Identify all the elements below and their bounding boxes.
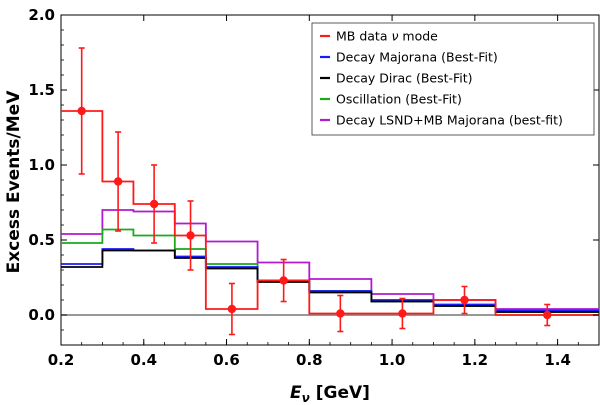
data-point-7 bbox=[398, 309, 407, 318]
y-tick-label-0: 0.0 bbox=[28, 306, 55, 324]
x-axis-title: Eν [GeV] bbox=[290, 383, 370, 405]
data-points-layer bbox=[77, 47, 552, 336]
x-axis-unit: [GeV] bbox=[316, 383, 370, 403]
series-histogram-1 bbox=[61, 228, 599, 313]
y-axis-title: Excess Events/MeV bbox=[4, 90, 24, 274]
ticks-layer: 0.2 0.4 0.6 0.8 1.0 1.2 1.4 0.0 0.5 1.0 1.5 2.0 bbox=[28, 6, 600, 369]
data-point-9 bbox=[543, 310, 552, 320]
x-tick-label-3: 0.8 bbox=[296, 351, 323, 369]
data-point-6 bbox=[336, 309, 345, 318]
x-axis-subscript: ν bbox=[302, 391, 310, 405]
series-histogram-0 bbox=[61, 209, 599, 310]
legend-box bbox=[311, 22, 595, 136]
x-tick-label-5: 1.2 bbox=[462, 351, 489, 369]
y-tick-label-4: 2.0 bbox=[28, 6, 55, 24]
x-tick-label-0: 0.2 bbox=[48, 351, 75, 369]
y-tick-label-2: 1.0 bbox=[28, 156, 55, 174]
x-tick-label-6: 1.4 bbox=[544, 351, 571, 369]
data-point-5 bbox=[279, 276, 288, 285]
x-axis-symbol: E bbox=[290, 383, 302, 403]
y-tick-label-3: 1.5 bbox=[28, 81, 55, 99]
data-point-1 bbox=[113, 177, 123, 186]
legend-label-3: Oscillation (Best-Fit) bbox=[336, 92, 462, 107]
data-point-4 bbox=[227, 304, 237, 314]
legend-items: MB data ν mode Decay Majorana (Best-Fit) D… bbox=[320, 29, 563, 128]
legend: MB data ν mode Decay Majorana (Best-Fit) D… bbox=[311, 22, 595, 136]
series-layer bbox=[61, 110, 599, 316]
y-tick-label-1: 0.5 bbox=[28, 231, 55, 249]
data-point-8 bbox=[460, 295, 469, 305]
legend-label-1: Decay Majorana (Best-Fit) bbox=[336, 50, 498, 65]
x-tick-label-2: 0.6 bbox=[213, 351, 240, 369]
series-histogram-3 bbox=[61, 249, 599, 313]
mb-data-histogram bbox=[61, 110, 599, 316]
data-point-2 bbox=[149, 199, 159, 209]
legend-label-2: Decay Dirac (Best-Fit) bbox=[336, 71, 473, 86]
legend-label-4: Decay LSND+MB Majorana (best-fit) bbox=[336, 113, 563, 128]
x-tick-label-1: 0.4 bbox=[130, 351, 157, 369]
x-tick-label-4: 1.0 bbox=[379, 351, 406, 369]
data-point-0 bbox=[77, 106, 86, 116]
legend-label-0: MB data ν mode bbox=[336, 29, 438, 44]
data-point-3 bbox=[186, 231, 195, 240]
